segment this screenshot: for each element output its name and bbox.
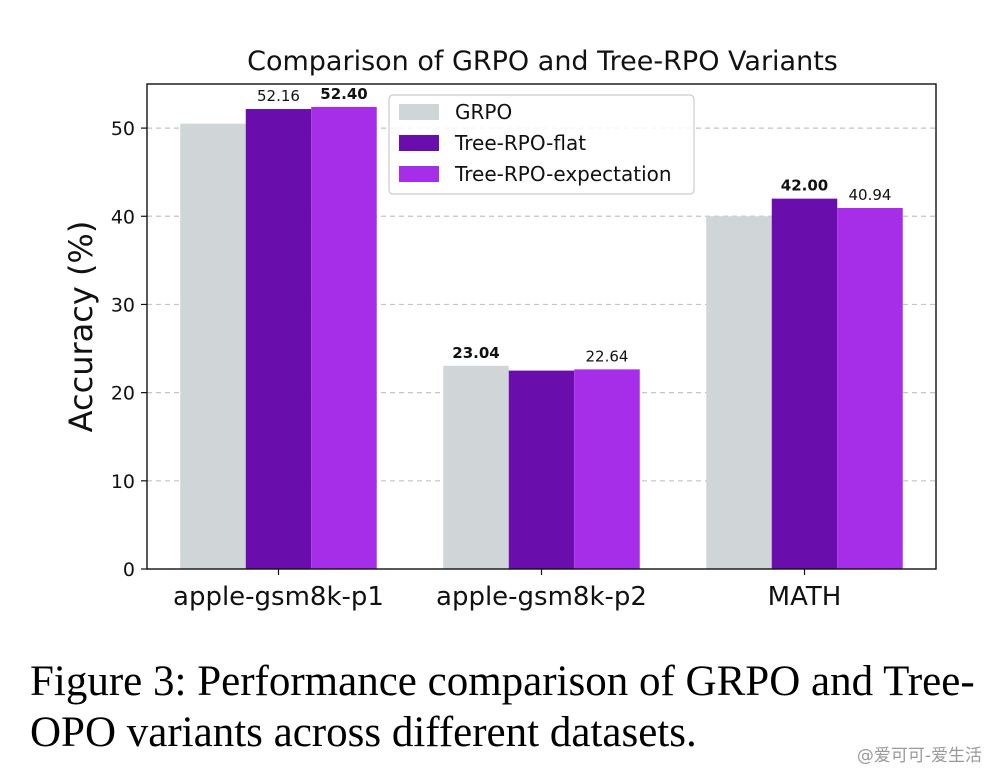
legend-swatch	[399, 135, 439, 151]
legend-label: GRPO	[455, 100, 512, 124]
y-tick-label: 40	[111, 206, 135, 228]
bar	[508, 370, 575, 569]
legend-swatch	[399, 166, 439, 182]
bar	[837, 207, 903, 569]
legend-swatch	[399, 104, 439, 120]
y-tick-label: 50	[111, 118, 135, 140]
figure-caption: Figure 3: Performance comparison of GRPO…	[30, 658, 975, 756]
data-label: 52.16	[257, 87, 300, 105]
bar	[245, 109, 312, 569]
data-label: 22.64	[586, 347, 629, 365]
data-label: 52.40	[320, 85, 367, 103]
y-tick-label: 10	[111, 471, 135, 493]
y-tick-label: 30	[111, 294, 135, 316]
bar	[706, 216, 772, 570]
legend-label: Tree-RPO-flat	[454, 131, 586, 155]
x-tick-label: apple-gsm8k-p2	[436, 582, 647, 612]
bar	[180, 123, 246, 569]
y-tick-label: 0	[123, 559, 135, 581]
bar	[771, 198, 838, 570]
x-tick-label: apple-gsm8k-p1	[173, 582, 384, 612]
y-axis-label: Accuracy (%)	[62, 221, 100, 433]
y-tick-label: 20	[111, 383, 135, 405]
plot-frame	[146, 83, 937, 570]
data-label: 23.04	[452, 344, 499, 362]
watermark: @爱可可-爱生活	[856, 746, 982, 766]
legend-label: Tree-RPO-expectation	[454, 162, 672, 186]
data-label: 42.00	[781, 177, 828, 195]
data-label: 40.94	[849, 186, 892, 204]
x-tick-label: MATH	[768, 582, 842, 612]
bar	[574, 369, 640, 569]
bar-chart: 0 10 20 30 40 50 apple-gsm8k-p1 apple-gsm8k-p2 M…	[62, 46, 937, 612]
bar	[311, 106, 377, 569]
legend-box	[388, 94, 695, 195]
bar	[443, 365, 509, 569]
chart-title: Comparison of GRPO and Tree-RPO Variants	[247, 46, 838, 77]
